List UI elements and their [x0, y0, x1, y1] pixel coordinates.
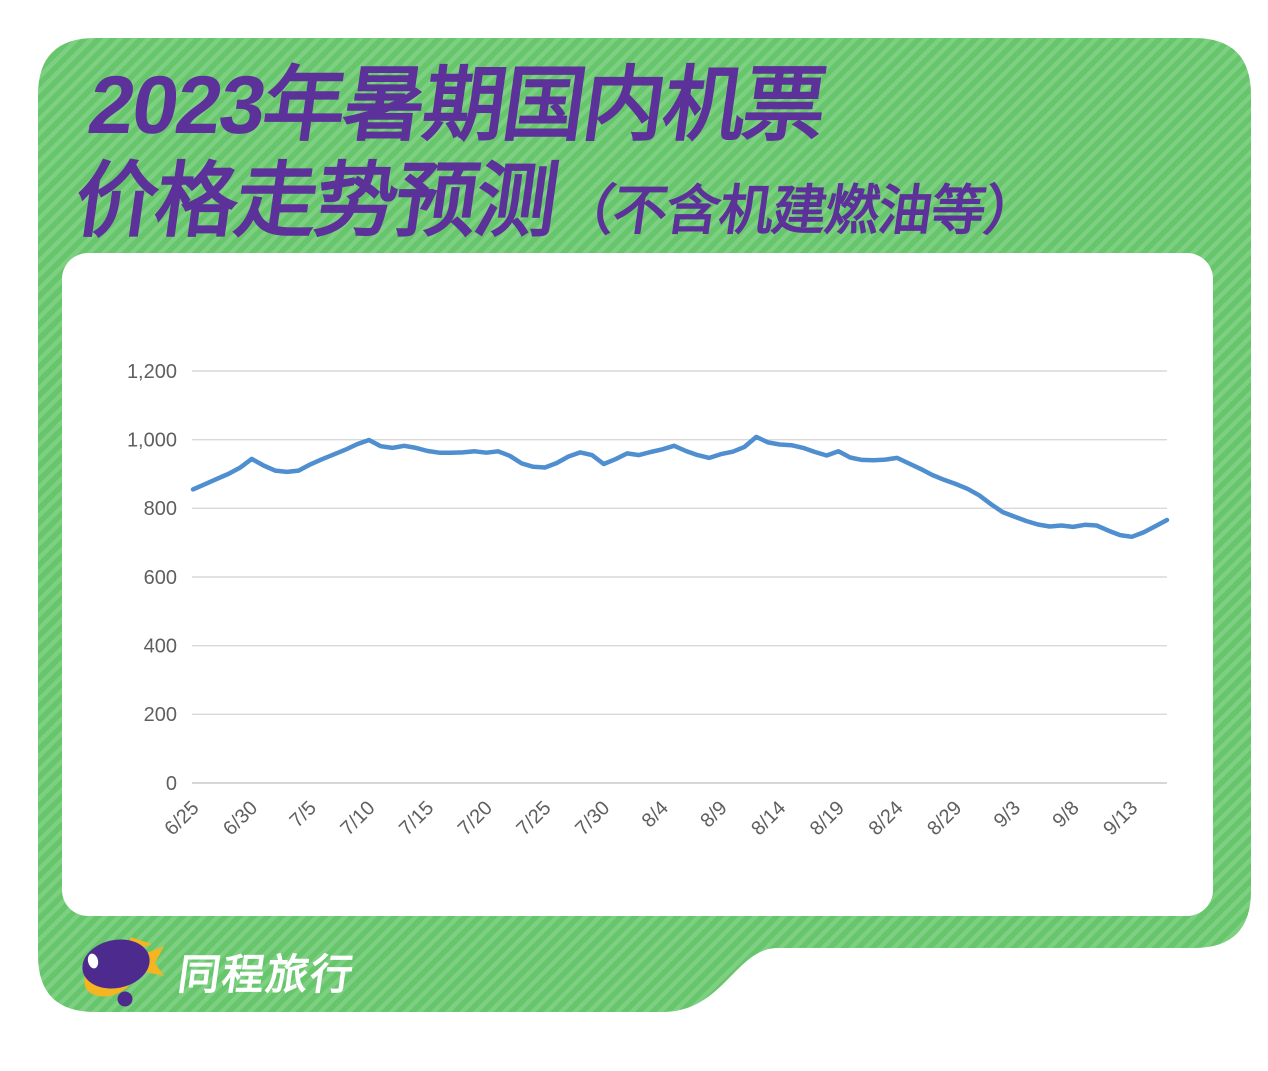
title-line-1: 2023年暑期国内机票: [82, 60, 831, 151]
x-axis-label: 8/14: [747, 797, 790, 840]
x-axis-label: 9/8: [1048, 797, 1083, 832]
tongcheng-logo-icon: [82, 937, 164, 1007]
x-axis-label: 8/19: [806, 797, 849, 840]
x-axis-label: 9/3: [990, 797, 1025, 832]
x-axis-label: 8/24: [865, 797, 908, 840]
y-axis-label: 1,200: [127, 361, 177, 383]
x-axis-label: 8/4: [638, 797, 673, 832]
x-axis-label: 7/25: [512, 797, 555, 840]
y-axis-label: 600: [144, 567, 177, 589]
brand-footer: 同程旅行: [80, 934, 358, 1008]
price-line-series: [190, 434, 1170, 540]
y-axis-label: 200: [144, 704, 177, 726]
x-axis-label: 6/30: [219, 797, 262, 840]
chart-card: 0 200 400 600 800 1,000 1,200 6/25 6/30 7/5 7/10 7/…: [62, 253, 1213, 916]
y-axis-label: 400: [144, 635, 177, 657]
price-trend-line-chart: 0 200 400 600 800 1,000 1,200 6/25 6/30 7/5 7/10 7/…: [127, 361, 1170, 840]
x-axis-label: 6/25: [160, 797, 203, 840]
x-axis-label: 8/9: [696, 797, 731, 832]
x-axis-label: 7/30: [571, 797, 614, 840]
y-axis-label: 1,000: [127, 429, 177, 451]
x-axis-label: 9/13: [1099, 797, 1142, 840]
title-line-2-note: （不含机建燃油等）: [556, 181, 1042, 241]
x-axis-label: 7/20: [454, 797, 497, 840]
brand-name: 同程旅行: [175, 950, 358, 998]
y-axis-label: 0: [166, 773, 177, 795]
poster-title: 2023年暑期国内机票 价格走势预测（不含机建燃油等）: [68, 58, 1156, 259]
x-axis-label: 7/15: [395, 797, 438, 840]
x-axis-label: 8/29: [923, 797, 966, 840]
y-axis-label: 800: [144, 498, 177, 520]
title-line-2-main: 价格走势预测: [69, 156, 563, 247]
x-axis-label: 7/5: [286, 797, 321, 832]
x-axis-label: 7/10: [336, 797, 379, 840]
title-line-2: 价格走势预测（不含机建燃油等）: [68, 154, 1143, 259]
